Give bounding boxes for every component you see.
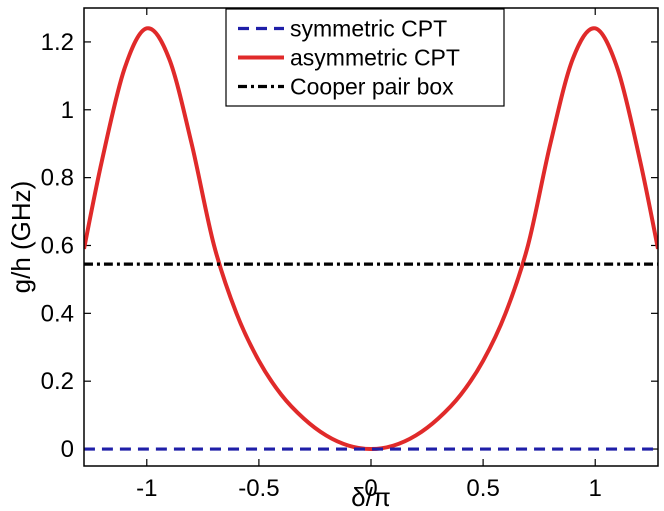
y-tick-label: 0.6 [41, 232, 74, 259]
legend-item: Cooper pair box [238, 74, 454, 100]
legend-item: asymmetric CPT [238, 45, 460, 71]
y-axis-label: g/h (GHz) [6, 181, 36, 294]
x-tick-label: -0.5 [238, 475, 279, 502]
y-tick-label: 0 [61, 436, 74, 463]
y-tick-label: 1.2 [41, 29, 74, 56]
legend-label: Cooper pair box [290, 74, 454, 100]
x-axis-label: δ/π [351, 482, 391, 511]
y-tick-label: 0.2 [41, 368, 74, 395]
tick-labels: -1 -0.5 0 0.5 1 0 0.2 0.4 0.6 0.8 1 1.2 [41, 29, 602, 502]
legend-item: symmetric CPT [238, 16, 447, 42]
plot-series [84, 26, 658, 452]
legend-label: asymmetric CPT [290, 45, 460, 71]
y-tick-label: 0.8 [41, 165, 74, 192]
y-tick-label: 1 [61, 97, 74, 124]
x-tick-label: 0 [364, 475, 377, 502]
plot-frame [83, 7, 659, 467]
legend-label: symmetric CPT [290, 16, 447, 42]
x-tick-label: 0.5 [466, 475, 499, 502]
x-tick-label: -1 [136, 475, 157, 502]
series-line-asymmetric-cpt [84, 26, 658, 452]
legend: symmetric CPT asymmetric CPT Cooper pair b… [225, 8, 505, 107]
y-tick-label: 0.4 [41, 300, 74, 327]
x-tick-label: 1 [589, 475, 602, 502]
